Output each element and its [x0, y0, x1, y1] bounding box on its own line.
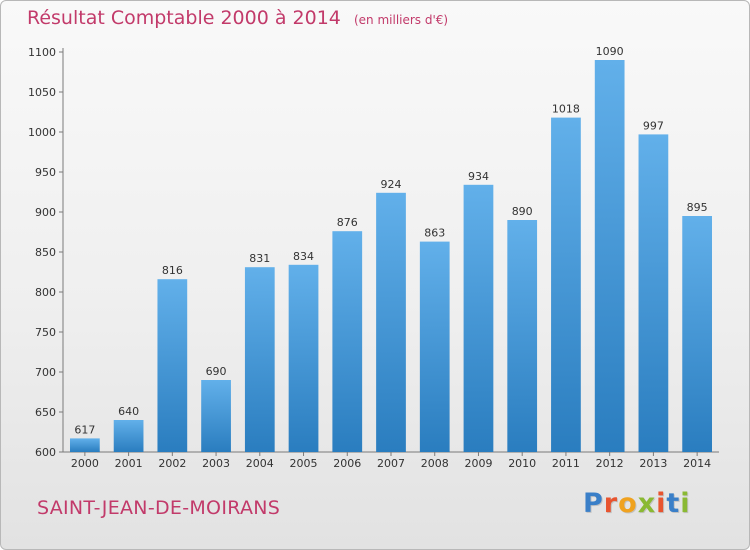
logo-letter: i: [680, 488, 691, 519]
chart-unit-note: (en milliers d'€): [353, 13, 449, 27]
x-tick-label-2014: 2014: [683, 457, 711, 470]
data-label-2010: 890: [512, 205, 533, 218]
y-tick-label: 900: [35, 206, 56, 219]
y-tick-label: 950: [35, 166, 56, 179]
data-labels: 617 640 816 690 831 834 876 924 863 934 890 1018 109…: [74, 45, 707, 436]
bar-2005: [288, 264, 319, 452]
data-label-2000: 617: [74, 423, 95, 436]
y-tick-label: 1100: [28, 46, 56, 59]
logo-letter: o: [618, 488, 638, 519]
x-tick-label-2000: 2000: [71, 457, 99, 470]
x-tick-label-2002: 2002: [158, 457, 186, 470]
y-tick-label: 800: [35, 286, 56, 299]
data-label-2014: 895: [687, 201, 708, 214]
bar-2009: [463, 184, 494, 453]
bar-2001: [113, 420, 144, 452]
bars: [69, 60, 713, 453]
y-tick-label: 650: [35, 406, 56, 419]
x-tick-label-2004: 2004: [246, 457, 274, 470]
data-label-2006: 876: [337, 216, 358, 229]
data-label-2005: 834: [293, 250, 314, 263]
bar-2006: [332, 231, 363, 452]
y-tick-label: 850: [35, 246, 56, 259]
commune-name: SAINT-JEAN-DE-MOIRANS: [37, 497, 281, 519]
data-label-2009: 934: [468, 170, 489, 183]
x-tick-label-2003: 2003: [202, 457, 230, 470]
bar-2007: [376, 192, 406, 453]
logo-letter: r: [603, 488, 619, 519]
x-tick-label-2007: 2007: [377, 457, 405, 470]
bar-2000: [69, 438, 100, 452]
logo-letter: P: [583, 488, 604, 519]
proxiti-logo: Proxiti: [583, 488, 691, 519]
bar-2014: [682, 216, 713, 452]
x-tick-label-2013: 2013: [639, 457, 667, 470]
bar-2002: [157, 279, 188, 452]
data-label-2008: 863: [424, 227, 445, 240]
y-tick-label: 1050: [28, 86, 56, 99]
logo-letter: x: [637, 488, 657, 519]
x-tick-label-2009: 2009: [464, 457, 492, 470]
data-label-2012: 1090: [596, 45, 624, 58]
logo-letter: i: [656, 488, 667, 519]
data-label-2011: 1018: [552, 103, 580, 116]
x-tick-label-2011: 2011: [552, 457, 580, 470]
bar-2011: [551, 117, 581, 452]
bar-2008: [419, 241, 450, 452]
bar-2010: [507, 220, 538, 452]
x-tick-label-2012: 2012: [596, 457, 624, 470]
bar-2013: [638, 134, 669, 452]
data-label-2003: 690: [206, 365, 227, 378]
logo-letter: t: [666, 488, 681, 519]
x-tick-label-2008: 2008: [421, 457, 449, 470]
y-tick-label: 1000: [28, 126, 56, 139]
data-label-2002: 816: [162, 264, 183, 277]
y-tick-label: 700: [35, 366, 56, 379]
x-tick-label-2001: 2001: [115, 457, 143, 470]
data-label-2001: 640: [118, 405, 139, 418]
x-tick-label-2010: 2010: [508, 457, 536, 470]
data-label-2007: 924: [381, 178, 402, 191]
data-label-2004: 831: [249, 252, 270, 265]
bar-2004: [244, 267, 275, 452]
bar-2012: [594, 60, 625, 452]
data-label-2013: 997: [643, 119, 664, 132]
y-tick-label: 750: [35, 326, 56, 339]
x-tick-label-2006: 2006: [333, 457, 361, 470]
chart-title-main: Résultat Comptable 2000 à 2014: [27, 7, 341, 29]
x-tick-label-2005: 2005: [290, 457, 318, 470]
bar-2003: [201, 380, 231, 452]
chart-title: Résultat Comptable 2000 à 2014 (en milli…: [27, 7, 448, 29]
y-tick-label: 600: [35, 446, 56, 459]
